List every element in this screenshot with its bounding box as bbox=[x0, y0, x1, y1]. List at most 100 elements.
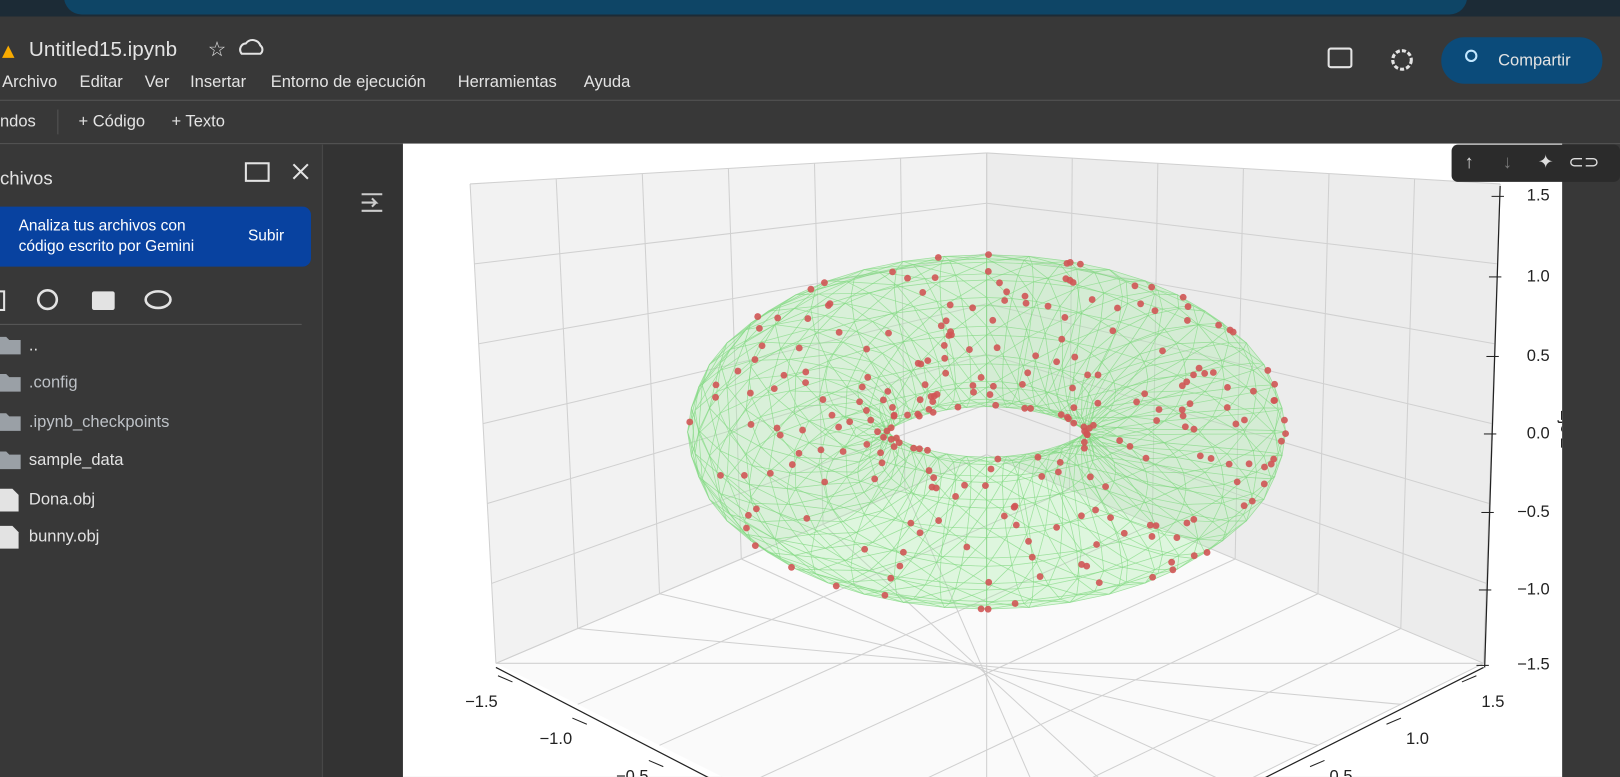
notebook-title[interactable]: Untitled15.ipynb bbox=[29, 38, 177, 61]
vertex-point bbox=[1133, 398, 1140, 406]
mesh-face bbox=[767, 374, 797, 415]
mesh-face bbox=[912, 451, 938, 472]
link-icon[interactable]: ⊂⊃ bbox=[1568, 151, 1599, 172]
mesh-face bbox=[1242, 499, 1265, 522]
mesh-face bbox=[842, 341, 884, 363]
vertex-point bbox=[1245, 460, 1253, 468]
close-icon[interactable] bbox=[292, 163, 309, 180]
mesh-face bbox=[1035, 529, 1061, 563]
mesh-face bbox=[1022, 584, 1061, 605]
menu-item[interactable]: Ver bbox=[145, 72, 170, 91]
mesh-face bbox=[1138, 508, 1177, 536]
mesh-face bbox=[905, 447, 917, 469]
vertex-point bbox=[1178, 382, 1186, 390]
mesh-face bbox=[698, 384, 710, 431]
mesh-face bbox=[986, 355, 1004, 384]
mesh-face bbox=[729, 514, 776, 540]
mesh-face bbox=[940, 279, 988, 308]
drive-icon[interactable] bbox=[91, 291, 115, 310]
file-name[interactable]: bunny.obj bbox=[29, 527, 99, 546]
mesh-face bbox=[1081, 393, 1090, 426]
mesh-face bbox=[1093, 360, 1147, 388]
file-name[interactable]: Dona.obj bbox=[29, 489, 95, 508]
mesh-face bbox=[986, 279, 1035, 307]
gemini-icon[interactable]: ✦ bbox=[1538, 151, 1554, 172]
mesh-face bbox=[1252, 429, 1279, 455]
mesh-face bbox=[1125, 559, 1156, 583]
folder-icon bbox=[0, 413, 21, 431]
star-icon[interactable]: ☆ bbox=[208, 38, 227, 61]
vertex-point bbox=[1080, 438, 1088, 446]
mesh-face bbox=[1113, 461, 1149, 485]
mesh-face bbox=[1252, 369, 1276, 393]
mesh-face bbox=[863, 486, 905, 523]
vertex-point bbox=[969, 382, 977, 389]
settings-icon[interactable] bbox=[1391, 49, 1413, 71]
mesh-face bbox=[954, 564, 988, 590]
address-bar[interactable] bbox=[64, 0, 1467, 15]
folder-name[interactable]: .config bbox=[29, 373, 78, 392]
mesh-face bbox=[1044, 390, 1063, 416]
toolbar-item[interactable]: + Código bbox=[79, 111, 146, 130]
mesh-face bbox=[857, 461, 881, 484]
folder-name[interactable]: sample_data bbox=[29, 450, 124, 469]
comment-icon[interactable] bbox=[1327, 47, 1353, 69]
move-up-icon[interactable]: ↑ bbox=[1465, 151, 1474, 172]
mesh-face bbox=[1058, 591, 1095, 603]
mesh-face bbox=[890, 454, 907, 479]
mesh-face bbox=[939, 555, 987, 585]
mesh-face bbox=[1211, 502, 1245, 523]
mesh-face bbox=[857, 453, 880, 473]
vertex-point bbox=[935, 517, 943, 524]
mesh-face bbox=[1100, 531, 1129, 562]
mesh-face bbox=[986, 583, 1033, 603]
menu-item[interactable]: Herramientas bbox=[458, 72, 557, 91]
cloud-icon[interactable] bbox=[239, 39, 264, 55]
mesh-face bbox=[1245, 362, 1272, 387]
menu-item[interactable]: Entorno de ejecución bbox=[271, 72, 426, 91]
mesh-face bbox=[1113, 378, 1149, 403]
vertex-point bbox=[945, 332, 953, 339]
folder-name[interactable]: .ipynb_checkpoints bbox=[29, 412, 169, 431]
window-icon[interactable] bbox=[244, 162, 270, 182]
eye-icon[interactable] bbox=[144, 290, 172, 310]
upload-button[interactable]: Subir bbox=[248, 228, 284, 245]
mesh-face bbox=[751, 502, 798, 523]
mesh-face bbox=[1022, 255, 1061, 265]
vertex-point bbox=[1270, 397, 1278, 404]
share-icon bbox=[1465, 49, 1478, 63]
folder-name[interactable]: .. bbox=[29, 335, 38, 354]
vertex-point bbox=[1173, 534, 1181, 541]
vertex-point bbox=[1264, 367, 1272, 374]
mesh-face bbox=[1130, 442, 1178, 458]
mesh-face bbox=[1075, 385, 1083, 418]
grid-line bbox=[577, 628, 1401, 705]
menu-item[interactable]: Archivo bbox=[2, 72, 57, 91]
share-label[interactable]: Compartir bbox=[1498, 50, 1571, 69]
mesh-face bbox=[1163, 534, 1200, 556]
mesh-face bbox=[1092, 444, 1117, 474]
mesh-face bbox=[1072, 353, 1092, 387]
share-button[interactable] bbox=[1441, 37, 1603, 84]
mesh-face bbox=[825, 315, 874, 332]
mesh-face bbox=[939, 581, 988, 603]
toolbar-item[interactable]: ndos bbox=[0, 111, 36, 130]
move-down-icon[interactable]: ↓ bbox=[1503, 151, 1512, 172]
refresh-icon[interactable] bbox=[36, 289, 59, 311]
menu-item[interactable]: Ayuda bbox=[584, 72, 631, 91]
vertex-point bbox=[969, 304, 977, 312]
upload-icon[interactable] bbox=[0, 290, 6, 312]
output-icon[interactable] bbox=[361, 193, 383, 212]
mesh-face bbox=[1028, 598, 1071, 608]
mesh-face bbox=[794, 303, 846, 316]
mesh-face bbox=[943, 526, 988, 559]
mesh-face bbox=[1211, 513, 1245, 535]
vertex-point bbox=[887, 435, 895, 443]
mesh-face bbox=[1032, 593, 1078, 603]
cell-gutter bbox=[323, 144, 403, 777]
toolbar-item[interactable]: + Texto bbox=[172, 111, 225, 130]
menu-item[interactable]: Editar bbox=[80, 72, 124, 91]
vertex-point bbox=[871, 475, 879, 483]
vertex-point bbox=[807, 285, 815, 293]
menu-item[interactable]: Insertar bbox=[190, 72, 246, 91]
